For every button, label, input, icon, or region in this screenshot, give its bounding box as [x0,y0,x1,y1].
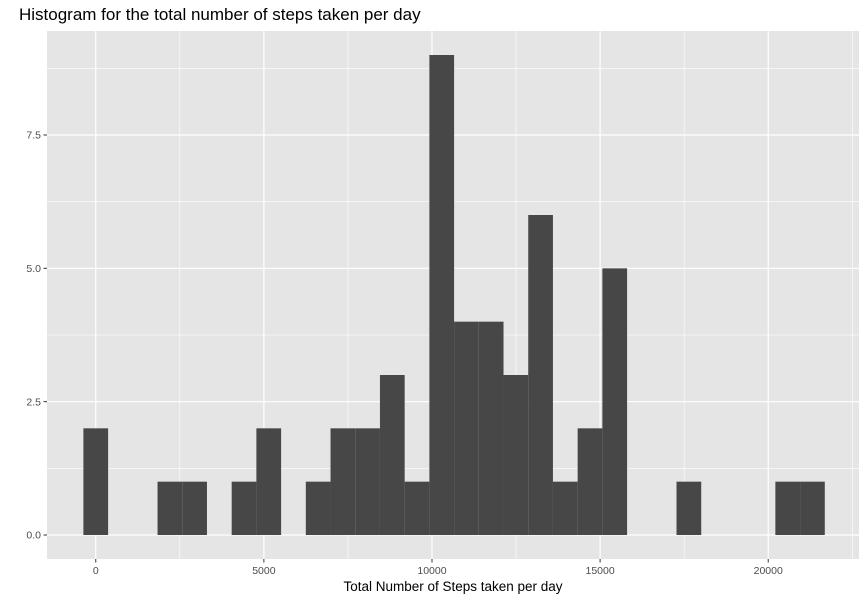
histogram-bar [775,481,801,535]
x-tick-label: 10000 [417,565,446,577]
x-axis: 0 5000 10000 15000 20000 [93,559,783,577]
y-tick-label: 5.0 [26,263,41,275]
histogram-bar [528,215,553,535]
histogram-bar [355,428,380,535]
histogram-bar [676,481,702,535]
histogram-bar [429,55,455,535]
histogram-bar [552,481,578,535]
y-tick-label: 7.5 [26,130,41,142]
x-tick-label: 20000 [754,565,783,577]
histogram-bars [83,55,825,535]
x-tick-label: 0 [93,565,99,577]
histogram-bar [379,375,405,535]
histogram-bar [602,268,628,535]
histogram-bar [256,428,282,535]
y-tick-label: 2.5 [26,396,41,408]
histogram-bar [454,321,479,535]
histogram-bar [330,428,356,535]
histogram-bar [478,321,504,535]
histogram-bar [800,481,825,535]
y-tick-label: 0.0 [26,530,41,542]
histogram-bar [404,481,430,535]
x-tick-label: 5000 [252,565,276,577]
histogram-bar [231,481,257,535]
histogram-bar [157,481,183,535]
histogram-bar [503,375,529,535]
histogram-bar [577,428,603,535]
x-axis-title: Total Number of Steps taken per day [343,579,562,594]
histogram-bar [83,428,109,535]
chart-title: Histogram for the total number of steps … [19,5,421,24]
y-axis: 0.0 2.5 5.0 7.5 [26,130,47,542]
histogram-bar [305,481,331,535]
x-tick-label: 15000 [585,565,614,577]
histogram-bar [182,481,207,535]
